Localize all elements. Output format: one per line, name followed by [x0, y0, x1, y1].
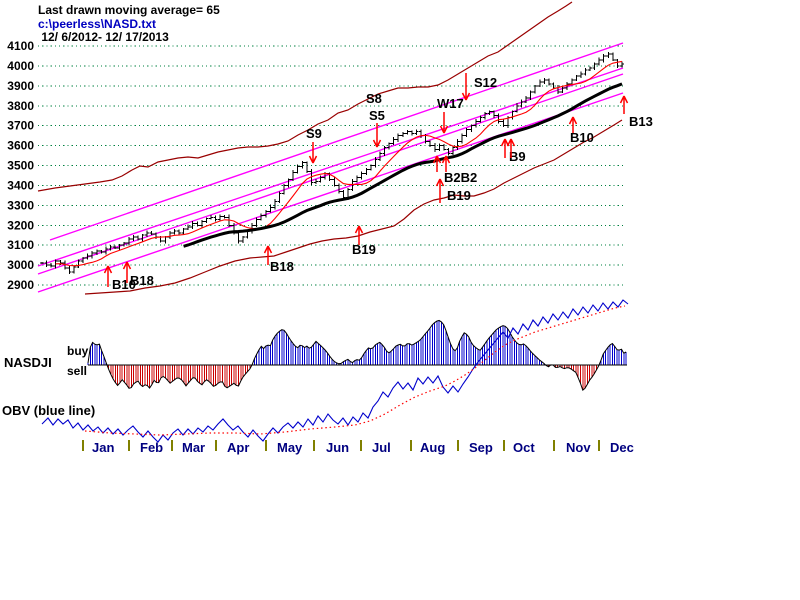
month-tick — [215, 440, 217, 451]
signal-label: B10 — [570, 130, 594, 145]
signal-arrow-up — [435, 178, 445, 203]
signal-label: S5 — [369, 108, 385, 123]
signal-arrow-up — [441, 155, 451, 172]
month-label: Sep — [469, 440, 493, 455]
signal-arrow-up — [354, 225, 364, 245]
month-label: Mar — [182, 440, 205, 455]
buy-label: buy — [67, 344, 89, 358]
month-tick — [360, 440, 362, 451]
channel-trendline — [37, 92, 624, 293]
y-axis-tick-label: 2900 — [7, 278, 34, 292]
y-axis-tick-label: 4000 — [7, 59, 34, 73]
signal-label: B19 — [447, 188, 471, 203]
signal-arrow-down — [372, 123, 382, 148]
channel-trendline — [37, 73, 624, 275]
channel-trendline — [49, 42, 624, 241]
file-path-text: c:\peerless\NASD.txt — [38, 17, 157, 31]
signal-label: B18 — [270, 259, 294, 274]
signal-arrow-down — [308, 142, 318, 164]
sell-label: sell — [67, 364, 88, 378]
y-axis-tick-label: 3900 — [7, 79, 34, 93]
signal-label: B10 — [112, 277, 136, 292]
month-label: Jun — [326, 440, 349, 455]
lower-band-line — [84, 119, 623, 295]
y-axis-tick-label: 3800 — [7, 99, 34, 113]
signal-arrow-up — [506, 138, 516, 158]
signal-label: B19 — [352, 242, 376, 257]
signal-arrow-down — [461, 73, 471, 101]
signal-arrow-down — [439, 112, 449, 134]
upper-band-line — [37, 1, 573, 192]
signal-arrow-up — [500, 138, 510, 158]
signal-label: B2B2 — [444, 170, 477, 185]
month-tick — [410, 440, 412, 451]
oscillator-positive-stripes — [87, 320, 627, 365]
y-axis-tick-label: 3200 — [7, 218, 34, 232]
month-tick — [457, 440, 459, 451]
signal-label: B9 — [509, 149, 526, 164]
signal-arrow-up — [568, 116, 578, 134]
black-65day-ma-line — [183, 82, 623, 248]
signal-arrow-up — [122, 261, 132, 283]
month-label: Apr — [227, 440, 249, 455]
y-axis-tick-label: 3400 — [7, 178, 34, 192]
date-range-text: 12/ 6/2012- 12/ 17/2013 — [38, 30, 169, 44]
month-label: Jul — [372, 440, 391, 455]
signal-label: S8 — [366, 91, 382, 106]
month-tick — [265, 440, 267, 451]
month-tick — [128, 440, 130, 451]
oscillator-negative-stripes — [108, 365, 597, 391]
month-tick — [313, 440, 315, 451]
month-label: Dec — [610, 440, 634, 455]
signal-label: S9 — [306, 126, 322, 141]
y-axis-tick-label: 3700 — [7, 119, 34, 133]
signal-arrow-up — [103, 265, 113, 287]
y-axis-tick-label: 4100 — [7, 39, 34, 53]
y-axis-tick-label: 3500 — [7, 159, 34, 173]
signal-label: B18 — [130, 273, 154, 288]
signal-label: W17 — [437, 96, 464, 111]
signal-arrow-up — [432, 155, 442, 172]
month-label: Jan — [92, 440, 114, 455]
oscillator-name-label: NASDJI — [4, 355, 52, 370]
month-tick — [82, 440, 84, 451]
signal-arrow-up — [263, 245, 273, 265]
month-label: Feb — [140, 440, 163, 455]
y-axis-tick-label: 3100 — [7, 238, 34, 252]
obv-line — [41, 299, 629, 443]
signal-label: S12 — [474, 75, 497, 90]
ma-status-text: Last drawn moving average= 65 — [38, 3, 220, 17]
oscillator-envelope-line — [87, 319, 627, 391]
channel-trendline — [37, 67, 624, 267]
month-tick — [171, 440, 173, 451]
month-label: Aug — [420, 440, 445, 455]
obv-label: OBV (blue line) — [2, 403, 96, 418]
y-axis-tick-label: 3300 — [7, 198, 34, 212]
month-label: Nov — [566, 440, 591, 455]
y-axis-tick-label: 3000 — [7, 258, 34, 272]
month-label: May — [277, 440, 303, 455]
y-axis-tick-label: 3600 — [7, 139, 34, 153]
month-tick — [598, 440, 600, 451]
signal-label: B13 — [629, 114, 653, 129]
obv-ma-dotted-line — [84, 305, 626, 436]
month-tick — [503, 440, 505, 451]
month-label: Oct — [513, 440, 535, 455]
red-short-ma-line — [55, 60, 623, 267]
month-tick — [553, 440, 555, 451]
signal-arrow-up — [619, 95, 629, 114]
